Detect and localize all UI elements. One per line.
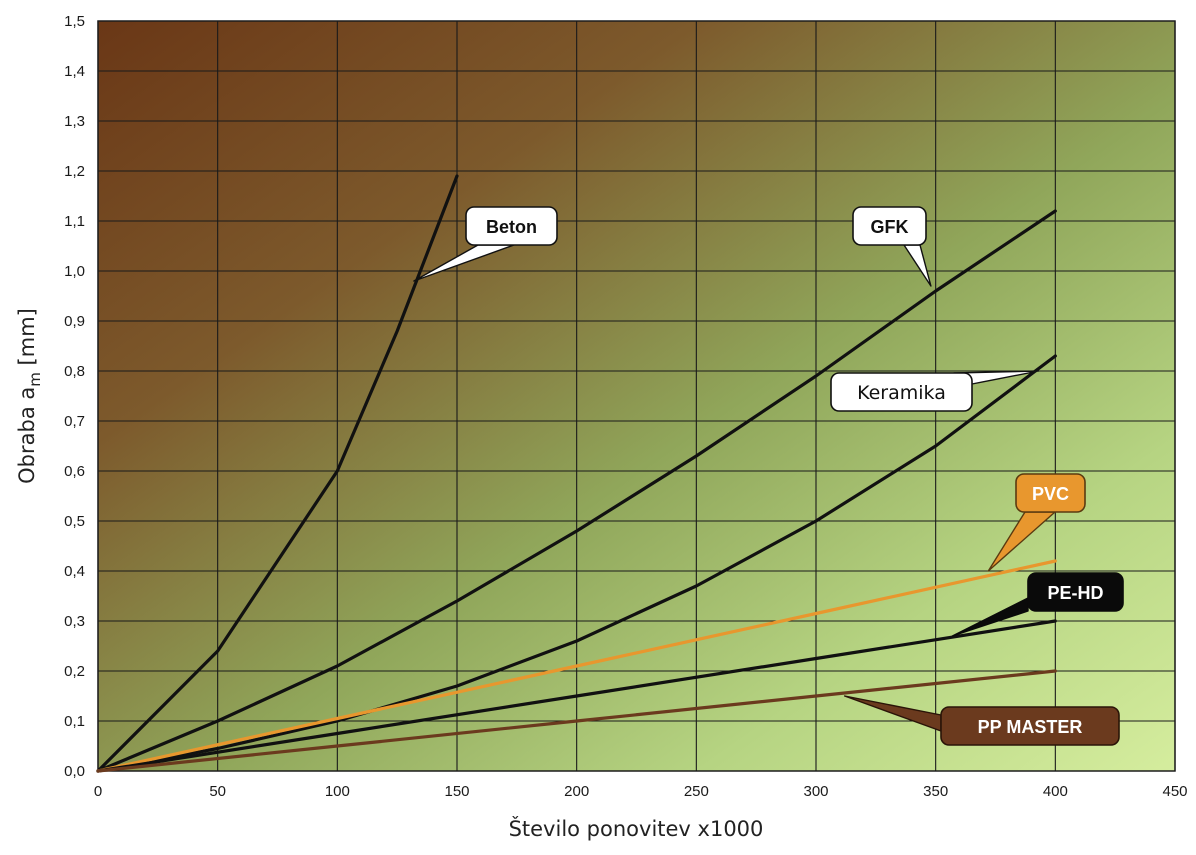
x-tick-label-6: 300 (803, 783, 828, 800)
series-line-pe-hd (96, 619, 1057, 773)
x-tick-labels: 0 50 100 150 200 250 300 350 400 450 (94, 783, 1188, 800)
y-tick-label-4: 0,4 (64, 563, 85, 580)
y-tick-label-12: 1,2 (64, 163, 85, 180)
y-tick-label-10: 1,0 (64, 263, 85, 280)
series-line-pp-master (96, 669, 1057, 773)
y-tick-label-15: 1,5 (64, 13, 85, 30)
x-tick-label-2: 100 (325, 783, 350, 800)
x-tick-label-3: 150 (444, 783, 469, 800)
series-lines (96, 174, 1057, 773)
x-tick-label-7: 350 (923, 783, 948, 800)
callout-keramika: Keramika (830, 370, 1040, 412)
y-axis-title-unit: [mm] (15, 308, 39, 372)
callouts: Beton GFK Keramika PVC PE-HD PP MASTER (413, 206, 1124, 746)
y-tick-label-9: 0,9 (64, 313, 85, 330)
callout-beton: Beton (413, 206, 558, 282)
y-tick-label-1: 0,1 (64, 713, 85, 730)
callout-box-keramika (830, 372, 973, 412)
callout-label-pvc: PVC (1032, 484, 1069, 504)
y-tick-label-6: 0,6 (64, 463, 85, 480)
callout-label-gfk: GFK (871, 217, 909, 237)
y-tick-label-2: 0,2 (64, 663, 85, 680)
callout-pvc: PVC (987, 473, 1086, 572)
callout-pe-hd: PE-HD (951, 572, 1124, 637)
x-tick-label-5: 250 (684, 783, 709, 800)
y-tick-label-11: 1,1 (64, 213, 85, 230)
callout-label-pe-hd: PE-HD (1047, 583, 1103, 603)
series-line-keramika (96, 354, 1057, 773)
callout-box-gfk (852, 206, 927, 246)
x-tick-label-8: 400 (1043, 783, 1068, 800)
y-tick-labels: 0,0 0,1 0,2 0,3 0,4 0,5 0,6 0,7 0,8 0,9 1,0 1,1 1,2 1… (64, 13, 85, 780)
x-tick-label-9: 450 (1162, 783, 1187, 800)
plot-area (97, 20, 1176, 772)
callout-box-beton (465, 206, 558, 246)
y-axis-title-main: Obraba a (15, 387, 39, 484)
y-axis-title: Obraba am [mm] (15, 308, 44, 484)
x-tick-label-4: 200 (564, 783, 589, 800)
callout-label-beton: Beton (486, 217, 537, 237)
x-tick-label-1: 50 (209, 783, 226, 800)
callout-label-keramika: Keramika (857, 382, 946, 404)
series-line-gfk (96, 209, 1057, 773)
y-tick-label-7: 0,7 (64, 413, 85, 430)
x-axis-title: Število ponovitev x1000 (509, 816, 764, 841)
y-tick-label-0: 0,0 (64, 763, 85, 780)
series-line-pvc (96, 559, 1057, 773)
y-tick-label-3: 0,3 (64, 613, 85, 630)
y-tick-label-5: 0,5 (64, 513, 85, 530)
x-tick-label-0: 0 (94, 783, 102, 800)
callout-box-pe-hd (1027, 572, 1124, 612)
y-tick-label-8: 0,8 (64, 363, 85, 380)
y-axis-title-subscript: m (26, 372, 44, 387)
callout-pp-master: PP MASTER (844, 695, 1120, 746)
callout-gfk: GFK (852, 206, 932, 287)
y-tick-label-14: 1,4 (64, 63, 85, 80)
callout-box-pvc (1015, 473, 1086, 513)
callout-box-pp-master (940, 706, 1120, 746)
callout-label-pp-master: PP MASTER (978, 717, 1083, 737)
y-tick-label-13: 1,3 (64, 113, 85, 130)
